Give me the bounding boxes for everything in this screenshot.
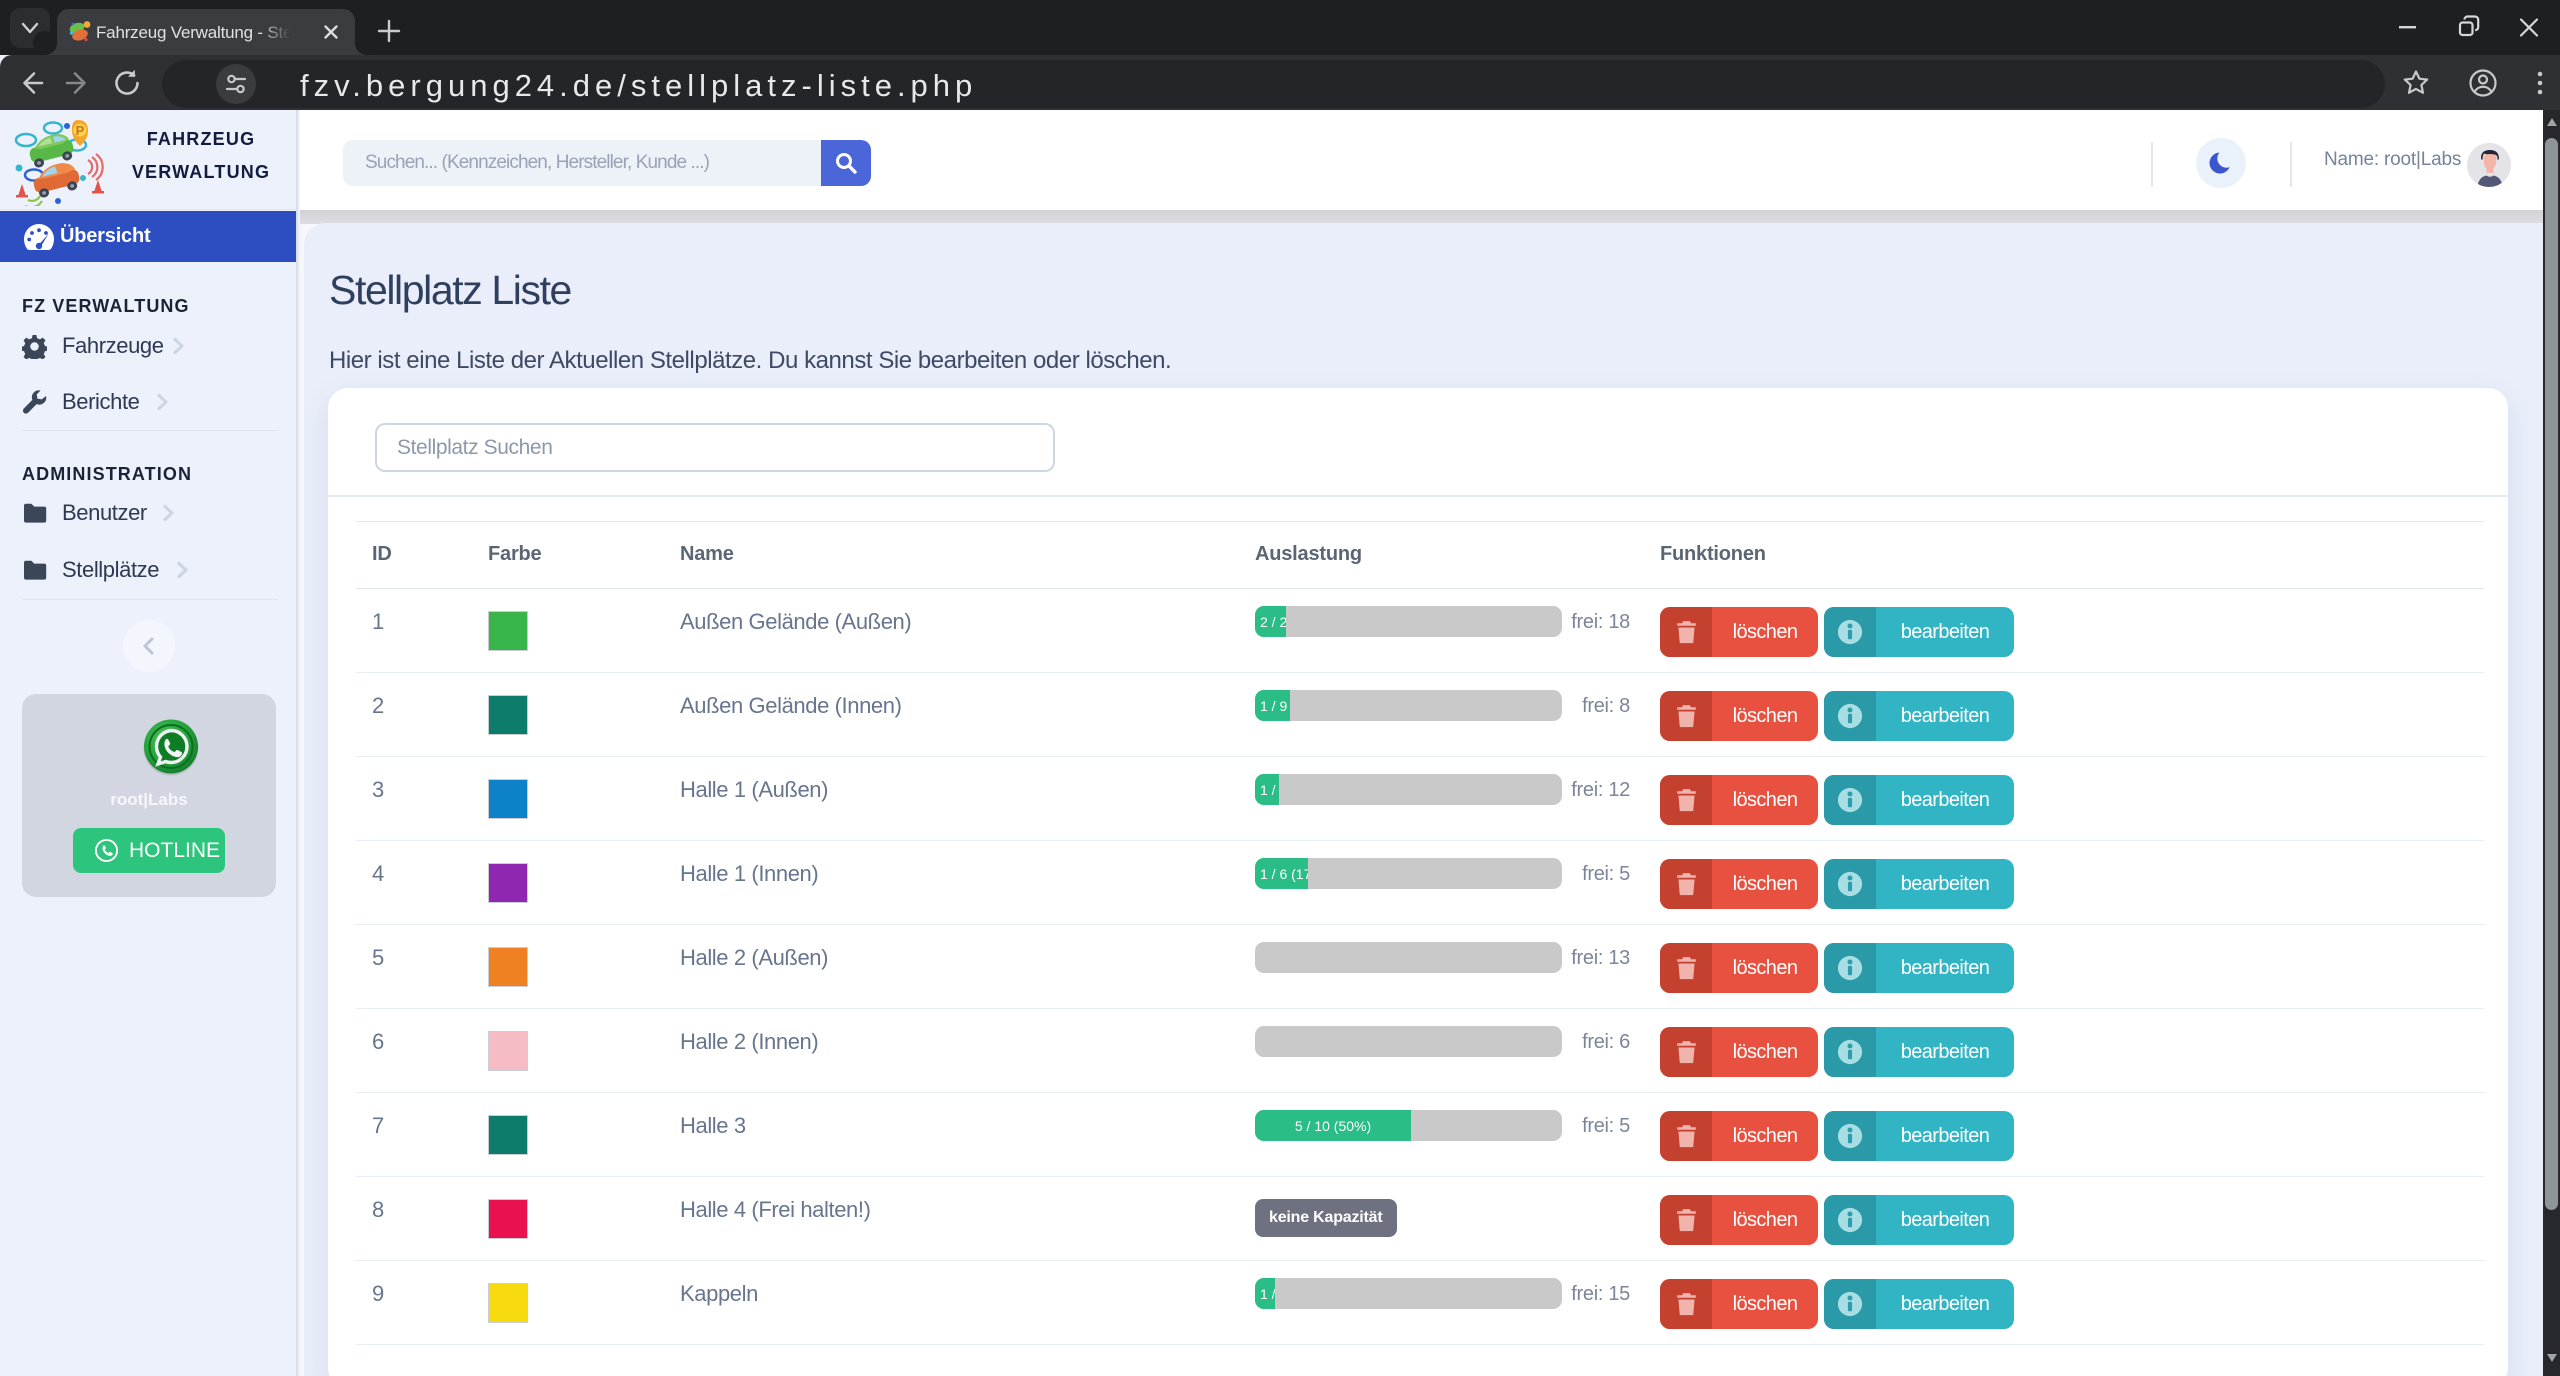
svg-text:P: P [76, 123, 85, 138]
